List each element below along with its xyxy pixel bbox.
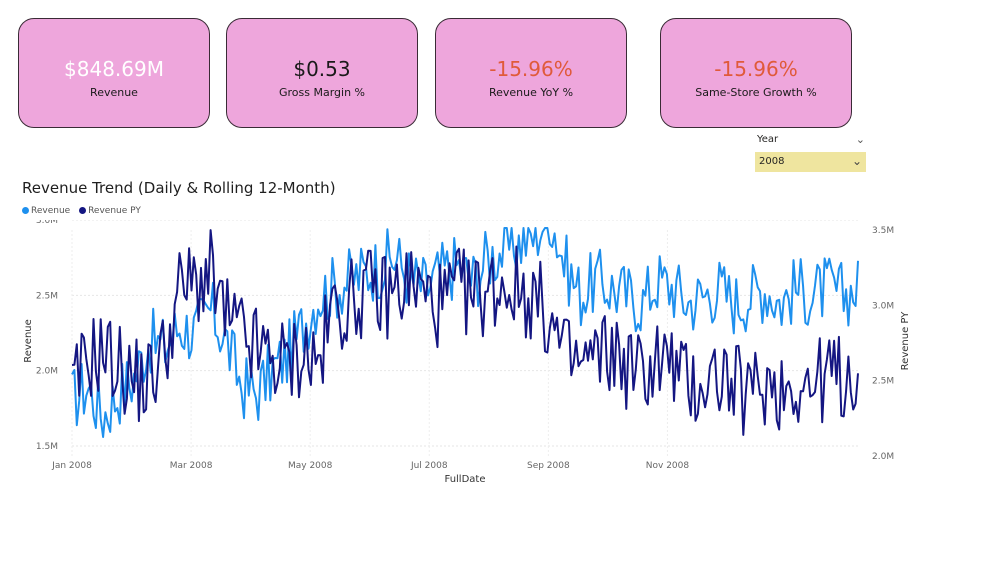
year-slicer-value: 2008 <box>759 156 785 167</box>
year-slicer-dropdown[interactable]: 2008 ⌄ <box>755 152 866 172</box>
x-tick-label: May 2008 <box>288 461 333 471</box>
legend-item-revenue-py[interactable]: Revenue PY <box>79 206 141 216</box>
y-tick-label: 2.0M <box>36 367 58 377</box>
x-tick-label: Jul 2008 <box>410 461 448 471</box>
revenue-yoy-card[interactable]: -15.96% Revenue YoY % <box>435 18 627 128</box>
x-tick-label: Mar 2008 <box>170 461 213 471</box>
x-tick-label: Jan 2008 <box>51 461 92 471</box>
year-slicer-label: Year <box>757 134 779 145</box>
gross-margin-card-label: Gross Margin % <box>278 86 365 99</box>
chart-title: Revenue Trend (Daily & Rolling 12-Month) <box>22 179 336 197</box>
same-store-growth-card[interactable]: -15.96% Same-Store Growth % <box>660 18 852 128</box>
same-store-growth-card-label: Same-Store Growth % <box>695 86 817 99</box>
legend-label-revenue-py: Revenue PY <box>88 206 141 216</box>
chevron-down-icon[interactable]: ⌄ <box>855 133 865 146</box>
legend-marker-revenue <box>22 207 29 214</box>
y-tick-label: 2.5M <box>36 291 58 301</box>
series-line-revenue-py <box>71 229 859 436</box>
x-tick-label: Nov 2008 <box>646 461 690 471</box>
revenue-card-label: Revenue <box>90 86 138 99</box>
y2-tick-label: 2.0M <box>872 452 894 462</box>
y2-tick-label: 2.5M <box>872 377 894 387</box>
revenue-trend-chart[interactable]: 1.5M 2.0M 2.5M 3.0M 2.0M 2.5M 3.0M 3.5M Jan 2008… <box>0 220 1000 500</box>
revenue-card-value: $848.69M <box>64 57 164 81</box>
chevron-down-icon[interactable]: ⌄ <box>851 154 862 168</box>
x-tick-label: Sep 2008 <box>527 461 570 471</box>
y-tick-label: 3.0M <box>36 220 58 226</box>
legend-label-revenue: Revenue <box>31 206 71 216</box>
legend-marker-revenue-py <box>79 207 87 214</box>
year-slicer-header[interactable]: Year ⌄ <box>757 133 867 150</box>
y-tick-label: 1.5M <box>36 442 58 452</box>
revenue-yoy-card-label: Revenue YoY % <box>488 86 574 99</box>
x-axis-title: FullDate <box>444 474 485 485</box>
legend-item-revenue[interactable]: Revenue <box>22 206 70 216</box>
same-store-growth-card-value: -15.96% <box>714 57 798 81</box>
revenue-card[interactable]: $848.69M Revenue <box>18 18 210 128</box>
revenue-yoy-card-value: -15.96% <box>489 57 573 81</box>
chart-legend: Revenue Revenue PY <box>22 206 147 216</box>
y2-axis-title: Revenue PY <box>900 311 911 371</box>
y2-tick-label: 3.0M <box>872 301 894 311</box>
gross-margin-card[interactable]: $0.53 Gross Margin % <box>226 18 418 128</box>
y2-tick-label: 3.5M <box>872 226 894 236</box>
gross-margin-card-value: $0.53 <box>293 57 351 81</box>
y-axis-title: Revenue <box>23 319 34 363</box>
